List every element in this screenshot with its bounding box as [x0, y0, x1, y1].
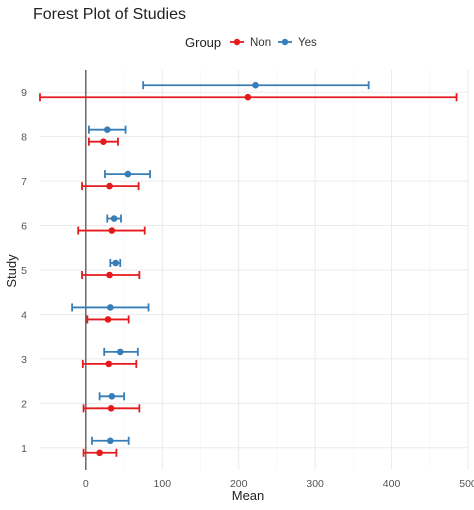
mean-point	[110, 215, 118, 222]
legend-key-point	[233, 38, 241, 46]
mean-point	[103, 126, 111, 133]
mean-point	[108, 227, 116, 234]
legend-label: Yes	[298, 37, 317, 49]
x-tick-label: 400	[383, 478, 401, 490]
mean-point	[244, 93, 252, 101]
mean-point	[252, 81, 259, 89]
mean-point	[106, 182, 113, 190]
chart-title: Forest Plot of Studies	[33, 6, 186, 23]
y-tick-label: 3	[21, 354, 27, 366]
y-tick-label: 9	[21, 87, 27, 99]
y-tick-label: 8	[21, 132, 27, 144]
mean-point	[96, 449, 103, 457]
x-tick-label: 100	[154, 478, 172, 490]
mean-point	[100, 138, 107, 145]
y-tick-label: 2	[21, 398, 27, 410]
x-axis-title: Mean	[232, 488, 265, 503]
legend-entry-yes: Yes	[278, 37, 317, 49]
y-axis-title: Study	[4, 254, 19, 288]
y-tick-label: 1	[21, 443, 27, 455]
mean-point	[104, 316, 112, 323]
mean-point	[107, 437, 114, 445]
legend-key-point	[281, 38, 289, 46]
legend-title: Group	[185, 35, 221, 50]
mean-point	[112, 259, 119, 267]
x-tick-label: 500	[459, 478, 474, 490]
y-tick-label: 6	[21, 221, 27, 233]
y-tick-label: 5	[21, 265, 27, 277]
mean-point	[105, 360, 113, 368]
y-tick-label: 4	[21, 309, 27, 321]
legend-label: Non	[250, 37, 271, 49]
legend-entry-non: Non	[230, 37, 271, 49]
series-non	[39, 93, 458, 457]
mean-point	[108, 393, 116, 400]
mean-point	[107, 405, 115, 412]
legend: Group Non Yes	[185, 35, 317, 50]
x-tick-label: 300	[306, 478, 324, 490]
mean-point	[124, 170, 132, 178]
plot-area: 0 100 200 300 400 500 1 2 3 4 5 6 7 8 9	[21, 70, 474, 490]
x-tick-label: 200	[230, 478, 248, 490]
mean-point	[116, 348, 124, 356]
y-tick-label: 7	[21, 176, 27, 188]
series-yes	[71, 81, 370, 445]
mean-point	[107, 304, 114, 311]
mean-point	[106, 271, 113, 279]
x-tick-label: 0	[83, 478, 89, 490]
